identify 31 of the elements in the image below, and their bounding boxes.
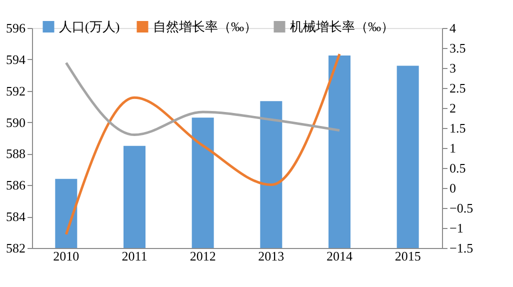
- legend-label: 自然增长率（‰）: [153, 18, 257, 34]
- x-tick-label: 2012: [190, 248, 216, 264]
- y2-tick-label: 1.5: [450, 120, 466, 136]
- y2-tick-label: 3.5: [450, 40, 466, 56]
- line-series: [64, 52, 341, 236]
- y2-tick-label: 2: [450, 100, 456, 116]
- x-tick-label: 2014: [326, 248, 353, 264]
- x-tick-label: 2010: [53, 248, 80, 264]
- line-series: [64, 62, 341, 136]
- y-tick-label: 582: [6, 240, 26, 256]
- y2-tick-label: 4: [450, 20, 456, 36]
- y-tick-label: 594: [6, 52, 26, 67]
- x-tick-label: 2011: [122, 248, 148, 264]
- legend-label: 人口(万人): [59, 18, 120, 34]
- y2-tick-label: −1: [450, 220, 464, 236]
- y-tick-label: 592: [6, 83, 26, 98]
- y2-tick-label: −0.5: [450, 200, 474, 216]
- y-tick-label: 588: [6, 146, 26, 162]
- y2-tick-label: 1: [450, 140, 456, 156]
- x-tick-label: 2013: [258, 248, 284, 264]
- y-tick-label: 584: [6, 209, 26, 224]
- y2-tick-label: 2.5: [450, 80, 466, 96]
- y2-tick-label: −1.5: [450, 240, 474, 256]
- y-tick-label: 586: [6, 178, 26, 193]
- y2-tick-label: 3: [450, 60, 456, 76]
- y-tick-label: 596: [6, 20, 26, 36]
- x-tick-label: 2015: [394, 248, 421, 264]
- y-tick-label: 590: [6, 114, 26, 130]
- y2-tick-label: 0.5: [450, 160, 466, 176]
- y2-tick-label: 0: [450, 180, 456, 196]
- legend-label: 机械增长率（‰）: [290, 18, 394, 34]
